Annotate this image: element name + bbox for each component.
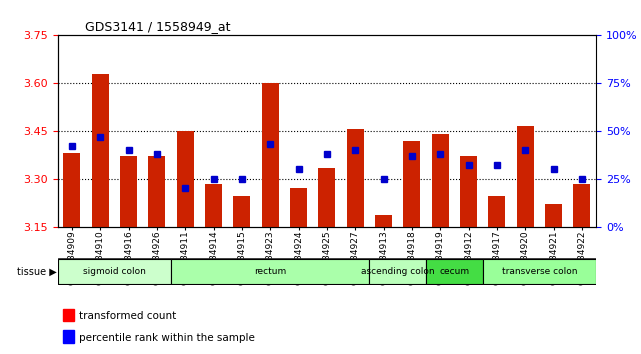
Text: tissue ▶: tissue ▶ — [17, 267, 56, 277]
Bar — [177, 131, 194, 227]
Bar — [574, 183, 590, 227]
Bar — [483, 259, 596, 285]
Text: rectum: rectum — [254, 267, 287, 276]
Bar — [290, 188, 307, 227]
Bar — [488, 196, 506, 227]
Text: percentile rank within the sample: percentile rank within the sample — [79, 332, 255, 343]
Bar — [120, 156, 137, 227]
Text: transformed count: transformed count — [79, 311, 176, 321]
Text: ascending colon: ascending colon — [361, 267, 435, 276]
Bar — [545, 204, 562, 227]
Bar — [148, 156, 165, 227]
Bar — [205, 183, 222, 227]
Text: sigmoid colon: sigmoid colon — [83, 267, 146, 276]
Bar — [171, 259, 369, 285]
Bar — [517, 126, 534, 227]
Bar — [58, 259, 171, 285]
Bar — [369, 259, 426, 285]
Text: cecum: cecum — [439, 267, 469, 276]
Bar — [92, 74, 109, 227]
Bar — [63, 309, 74, 321]
Text: GDS3141 / 1558949_at: GDS3141 / 1558949_at — [85, 20, 230, 33]
Bar — [319, 167, 335, 227]
Bar — [403, 141, 420, 227]
Bar — [375, 215, 392, 227]
Bar — [347, 129, 363, 227]
Bar — [460, 156, 477, 227]
Bar — [63, 330, 74, 343]
Bar — [432, 134, 449, 227]
Bar — [63, 153, 80, 227]
Bar — [426, 259, 483, 285]
Bar — [233, 196, 251, 227]
Bar — [262, 83, 279, 227]
Text: transverse colon: transverse colon — [502, 267, 577, 276]
